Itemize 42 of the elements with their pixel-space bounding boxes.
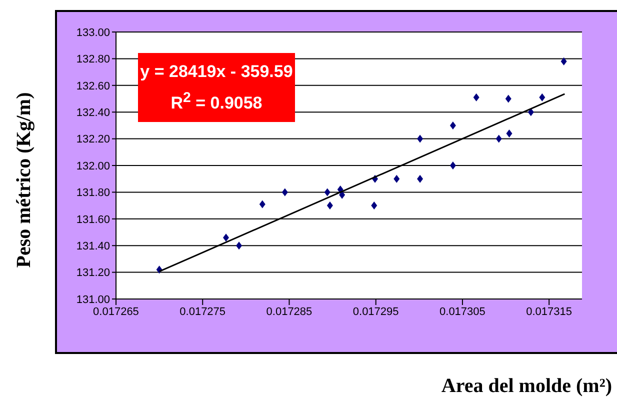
y-tick-label: 132.60 <box>76 80 110 92</box>
point <box>505 94 512 103</box>
y-tick-label: 131.20 <box>76 267 110 280</box>
point <box>417 134 424 143</box>
x-tick-label: 0.017305 <box>440 306 486 318</box>
label-box: y = 28419x - 359.59 R$^{2}$ = 0.9058 <box>138 53 295 122</box>
y-tick-label: 132.80 <box>76 54 110 66</box>
y-tick-label: 132.00 <box>76 160 110 172</box>
annotation: y = 28419x - 359.59 <box>139 60 294 83</box>
y-tick-label: 133.00 <box>76 26 110 39</box>
y-tick-label: 131.40 <box>76 240 110 253</box>
y-tick-label: 131.60 <box>76 214 110 226</box>
point <box>339 190 346 199</box>
y-tick-label: 131.00 <box>76 294 110 306</box>
point <box>450 162 456 170</box>
y-axis-title: Peso métrico (Kg/m) <box>13 92 35 268</box>
point <box>417 174 424 183</box>
x-tick-label: 0.017275 <box>180 306 226 318</box>
point <box>326 202 333 210</box>
x-tick-label: 0.017265 <box>93 306 139 318</box>
annotation: R$^{2}$ = 0.9058 <box>170 88 264 114</box>
point <box>223 234 230 242</box>
point <box>450 121 456 130</box>
x-tick-label: 0.017315 <box>526 306 572 318</box>
point <box>506 129 512 138</box>
point <box>259 200 266 208</box>
point <box>473 93 480 102</box>
point <box>394 174 400 183</box>
y-tick-label: 131.80 <box>76 187 110 200</box>
y-tick-label: 132.20 <box>76 134 110 146</box>
point <box>560 57 567 66</box>
x-tick-label: 0.017295 <box>352 306 399 318</box>
point <box>324 188 330 196</box>
x-axis-title: Area del molde (m²) <box>441 375 612 397</box>
point <box>539 93 546 102</box>
point <box>282 188 288 196</box>
x-tick-label: 0.017285 <box>266 306 312 318</box>
point <box>236 242 242 250</box>
point <box>496 134 502 143</box>
y-tick-label: 132.40 <box>76 107 110 120</box>
point <box>371 202 378 210</box>
point <box>528 108 534 116</box>
